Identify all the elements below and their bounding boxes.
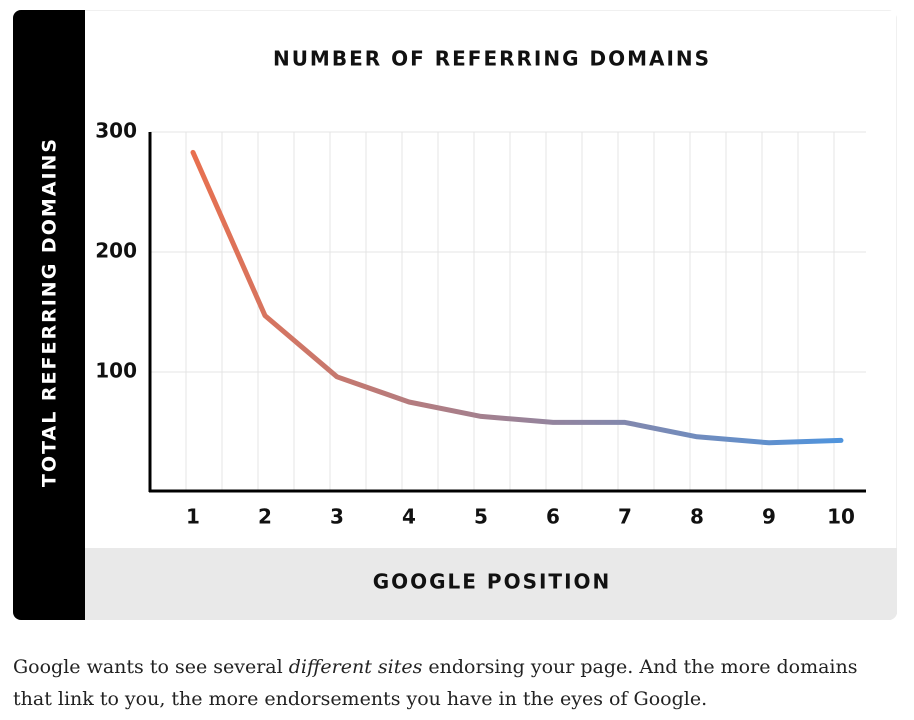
text: endorsing your page. And the more domain… [13,656,858,710]
y-tick-label: 200 [95,239,137,263]
x-axis-label: GOOGLE POSITION [373,570,612,594]
x-band [85,548,897,620]
y-tick-label: 100 [95,359,137,383]
x-tick-label: 3 [330,505,344,529]
x-tick-label: 2 [258,505,272,529]
x-tick-label: 6 [546,505,560,529]
x-tick-label: 7 [618,505,632,529]
paragraph: Google wants to see several different si… [13,651,893,715]
emphasis: different sites [288,656,423,678]
x-tick-label: 8 [690,505,704,529]
x-tick-label: 1 [186,505,200,529]
y-band [13,10,85,620]
x-tick-label: 5 [474,505,488,529]
text: Google wants to see several [13,656,289,678]
card [13,10,897,620]
y-axis-label: TOTAL REFERRING DOMAINS [39,137,61,487]
x-tick-label: 4 [402,505,416,529]
chart-title: NUMBER OF REFERRING DOMAINS [273,47,711,71]
line [190,149,844,446]
x-tick-label: 10 [827,505,855,529]
chart: NUMBER OF REFERRING DOMAINS GOOGLE POSIT… [13,10,897,620]
x-tick-label: 9 [762,505,776,529]
y-tick-label: 300 [95,119,137,143]
